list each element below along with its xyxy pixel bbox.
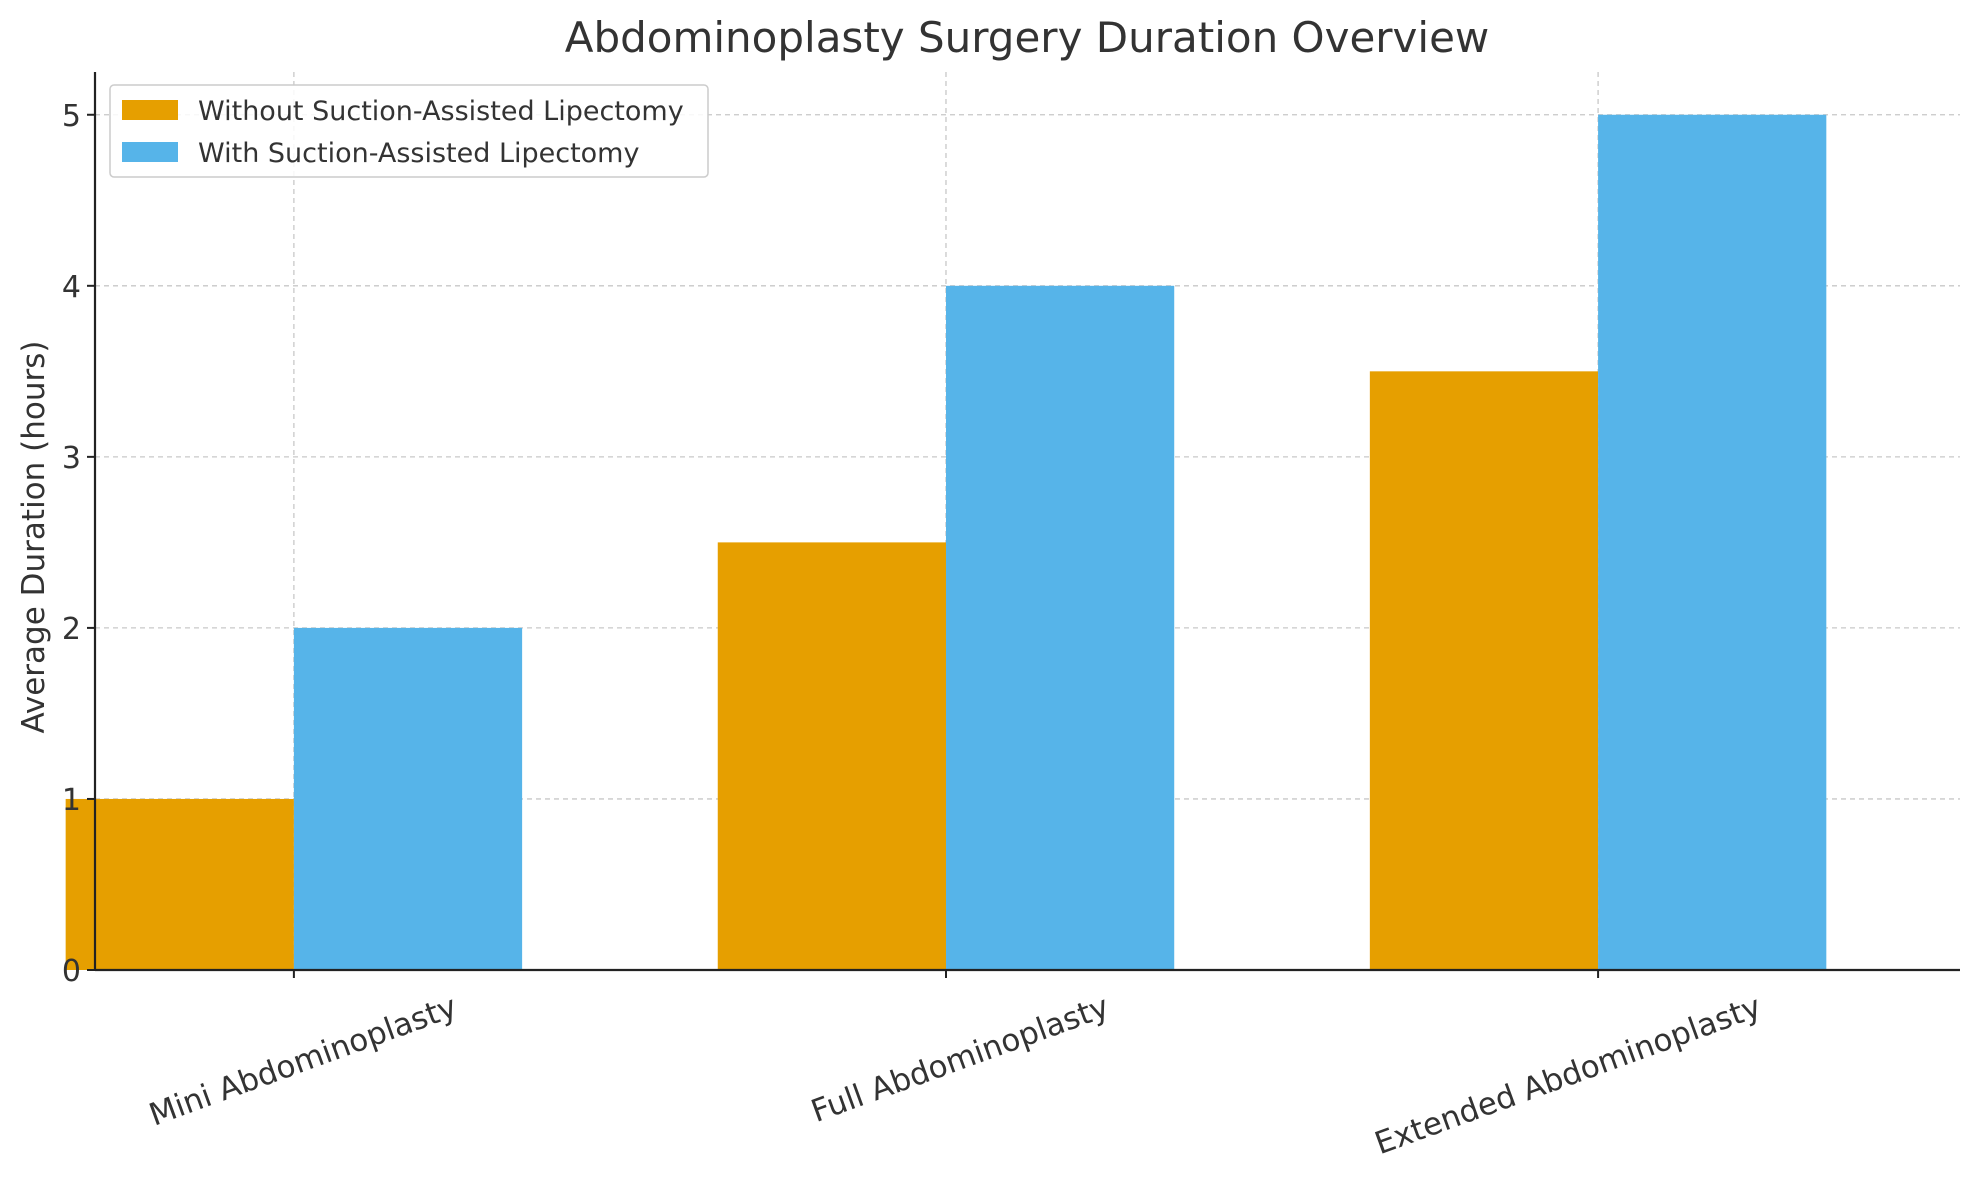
bar	[65, 798, 294, 970]
bar	[1369, 371, 1599, 970]
y-tick-label: 4	[62, 270, 81, 305]
y-tick-label: 2	[62, 612, 81, 647]
y-tick-label: 5	[62, 99, 81, 134]
bar	[293, 627, 523, 970]
y-tick-label: 3	[62, 441, 81, 476]
legend: Without Suction-Assisted Lipectomy With S…	[109, 84, 709, 178]
bar	[1598, 114, 1827, 970]
bars	[65, 114, 1827, 970]
y-tick-label: 1	[62, 783, 81, 818]
y-axis-label: Average Duration (hours)	[16, 341, 52, 734]
x-tick-label: Extended Abdominoplasty	[1370, 989, 1766, 1162]
legend-label: Without Suction-Assisted Lipectomy	[198, 96, 684, 127]
bar	[717, 542, 946, 970]
chart-title: Abdominoplasty Surgery Duration Overview	[565, 13, 1490, 62]
legend-swatch	[122, 142, 178, 162]
y-tick-label: 0	[62, 954, 81, 989]
bar	[945, 285, 1175, 970]
legend-box	[109, 84, 709, 178]
legend-swatch	[122, 100, 178, 120]
legend-label: With Suction-Assisted Lipectomy	[198, 138, 639, 169]
x-tick-label: Full Abdominoplasty	[807, 989, 1114, 1130]
x-tick-label: Mini Abdominoplasty	[145, 989, 462, 1134]
